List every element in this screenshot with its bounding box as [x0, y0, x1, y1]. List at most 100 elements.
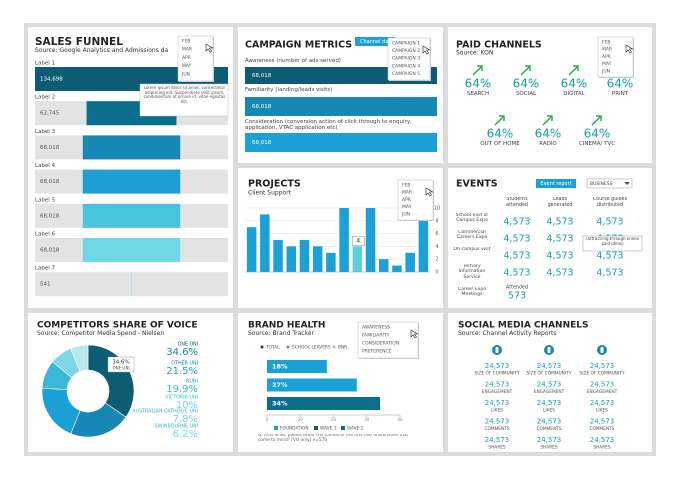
dropdown-item: CAMPAIGN 2	[392, 48, 420, 54]
bar	[273, 240, 283, 272]
kpi-label: SEARCH	[466, 91, 490, 97]
legend-swatch	[341, 426, 345, 430]
metric-label: SHARES	[488, 445, 506, 451]
row-label: School Visit or Campus Expo	[455, 213, 489, 224]
bar	[267, 378, 357, 392]
trend-arrow	[542, 115, 553, 126]
panel-title: EVENTS	[456, 179, 498, 190]
metric-value: 24,573	[485, 436, 510, 444]
metric-value: 24,573	[537, 381, 562, 389]
kpi-label-box: OUT OF HOME	[480, 141, 520, 147]
dropdown-item: PREFERENCE	[362, 349, 392, 355]
dropdown[interactable]	[177, 35, 214, 82]
legend-label: FOUNDATION	[280, 426, 309, 432]
value-label: 68,018	[252, 73, 272, 79]
tooltip-value: 4	[356, 237, 360, 244]
metric-label: COMMENTS	[589, 426, 614, 432]
x-tick-label: 30	[364, 417, 370, 422]
bar	[392, 265, 402, 272]
dropdown[interactable]	[357, 321, 419, 359]
button[interactable]	[536, 179, 576, 188]
panel-source: Source: Channel Activity Reports	[458, 330, 556, 337]
tooltip-text: Lorem ipsum dolor sit amet, consectetur …	[143, 86, 226, 104]
trend-arrow	[520, 65, 531, 76]
legend-label: SCHOOL LEAVERS	[292, 345, 331, 351]
bar	[267, 360, 327, 373]
bar	[365, 208, 376, 272]
button-label: Event report	[540, 181, 571, 187]
tooltip	[139, 83, 229, 117]
panel-subtitle: Client Support	[248, 190, 292, 197]
row-label-box: Familiarity (landing/leads visits)	[245, 87, 333, 93]
dropdown-item: APR	[402, 197, 411, 203]
column-header: Course guides distributed	[592, 197, 628, 208]
panel	[448, 313, 652, 452]
column-header-box: Course guides distributed	[592, 197, 628, 208]
bar	[245, 97, 437, 116]
cell-value: 4,573	[596, 268, 623, 279]
footnote-box: Q: First of all, please enter the names …	[258, 434, 408, 443]
row-label: Label 6	[35, 232, 56, 238]
bar	[405, 252, 415, 272]
legend-name: ONE UNI	[178, 342, 198, 348]
tooltip-text: (attract/ing through online paid ideas)	[585, 237, 639, 246]
select-label: BUSINESS	[590, 181, 613, 187]
metric-value: 24,573	[537, 362, 562, 370]
metric-label: COMMENTS	[536, 426, 561, 432]
legend-label: BNR	[338, 345, 347, 351]
row-label: Awareness (number of ads served)	[245, 58, 341, 64]
column-header: Students attended	[506, 197, 528, 208]
bar	[352, 246, 363, 272]
row-label: Familiarity (landing/leads visits)	[245, 87, 333, 93]
legend-name: SWINBOURNE UNI	[155, 424, 198, 430]
dropdown-item: MAY	[602, 61, 612, 67]
row-label: Label 1	[35, 61, 55, 67]
value-label: 541	[40, 282, 51, 288]
value-label: 68,018	[252, 104, 272, 110]
kpi-label-box: DIGITAL	[563, 91, 585, 97]
dropdown[interactable]	[387, 37, 431, 81]
bar	[82, 135, 181, 160]
dropdown-item: MAY	[182, 63, 192, 69]
metric-label: ENGAGEMENT	[534, 389, 565, 395]
cursor-icon	[410, 329, 419, 339]
row-label: Label 4	[35, 163, 56, 169]
kpi-label: OUT OF HOME	[480, 141, 520, 147]
metric-label: SIZE OF COMMUNITY	[475, 371, 520, 377]
cell-value: 4,573	[503, 217, 530, 228]
cell-value: 573	[508, 291, 526, 302]
metric-label: LIKES	[596, 408, 608, 414]
row-label-box: Awareness (number of ads served)	[245, 58, 341, 64]
dropdown[interactable]	[597, 36, 634, 78]
dropdown-item: AWARENESS	[362, 325, 390, 331]
value-label: 27%	[272, 381, 288, 389]
tooltip-text-box: Lorem ipsum dolor sit amet, consectetur …	[143, 86, 226, 104]
value-label: 68,018	[252, 140, 272, 146]
dropdown[interactable]	[397, 179, 434, 221]
bar	[299, 240, 310, 272]
value-label: 18%	[272, 363, 288, 371]
row-label: Oh campus visit	[453, 247, 491, 252]
bar	[131, 272, 132, 297]
dropdown-item: CAMPAIGN 5	[392, 71, 420, 77]
row-label: Label 2	[35, 95, 55, 101]
legend-name: RUNI	[186, 379, 198, 385]
metric-value: 24,573	[485, 362, 510, 370]
legend-swatch	[274, 426, 278, 430]
legend-label: WAVE 2	[347, 426, 364, 432]
column-header-box: Leads generated	[548, 197, 573, 208]
metric-value: 24,573	[590, 436, 615, 444]
select[interactable]	[586, 178, 633, 189]
metric-label: SHARES	[593, 445, 611, 451]
trend-arrow	[494, 115, 505, 126]
dropdown-item: MAY	[402, 204, 412, 210]
button[interactable]	[355, 37, 395, 46]
kpi-label-box: SEARCH	[466, 91, 490, 97]
metric-label: LIKES	[491, 408, 503, 414]
metric-label: ENGAGEMENT	[587, 389, 618, 395]
legend-value: 34.6%	[166, 347, 198, 358]
legend-value: 10%	[176, 400, 198, 411]
y-tick-label: 0	[435, 270, 438, 276]
